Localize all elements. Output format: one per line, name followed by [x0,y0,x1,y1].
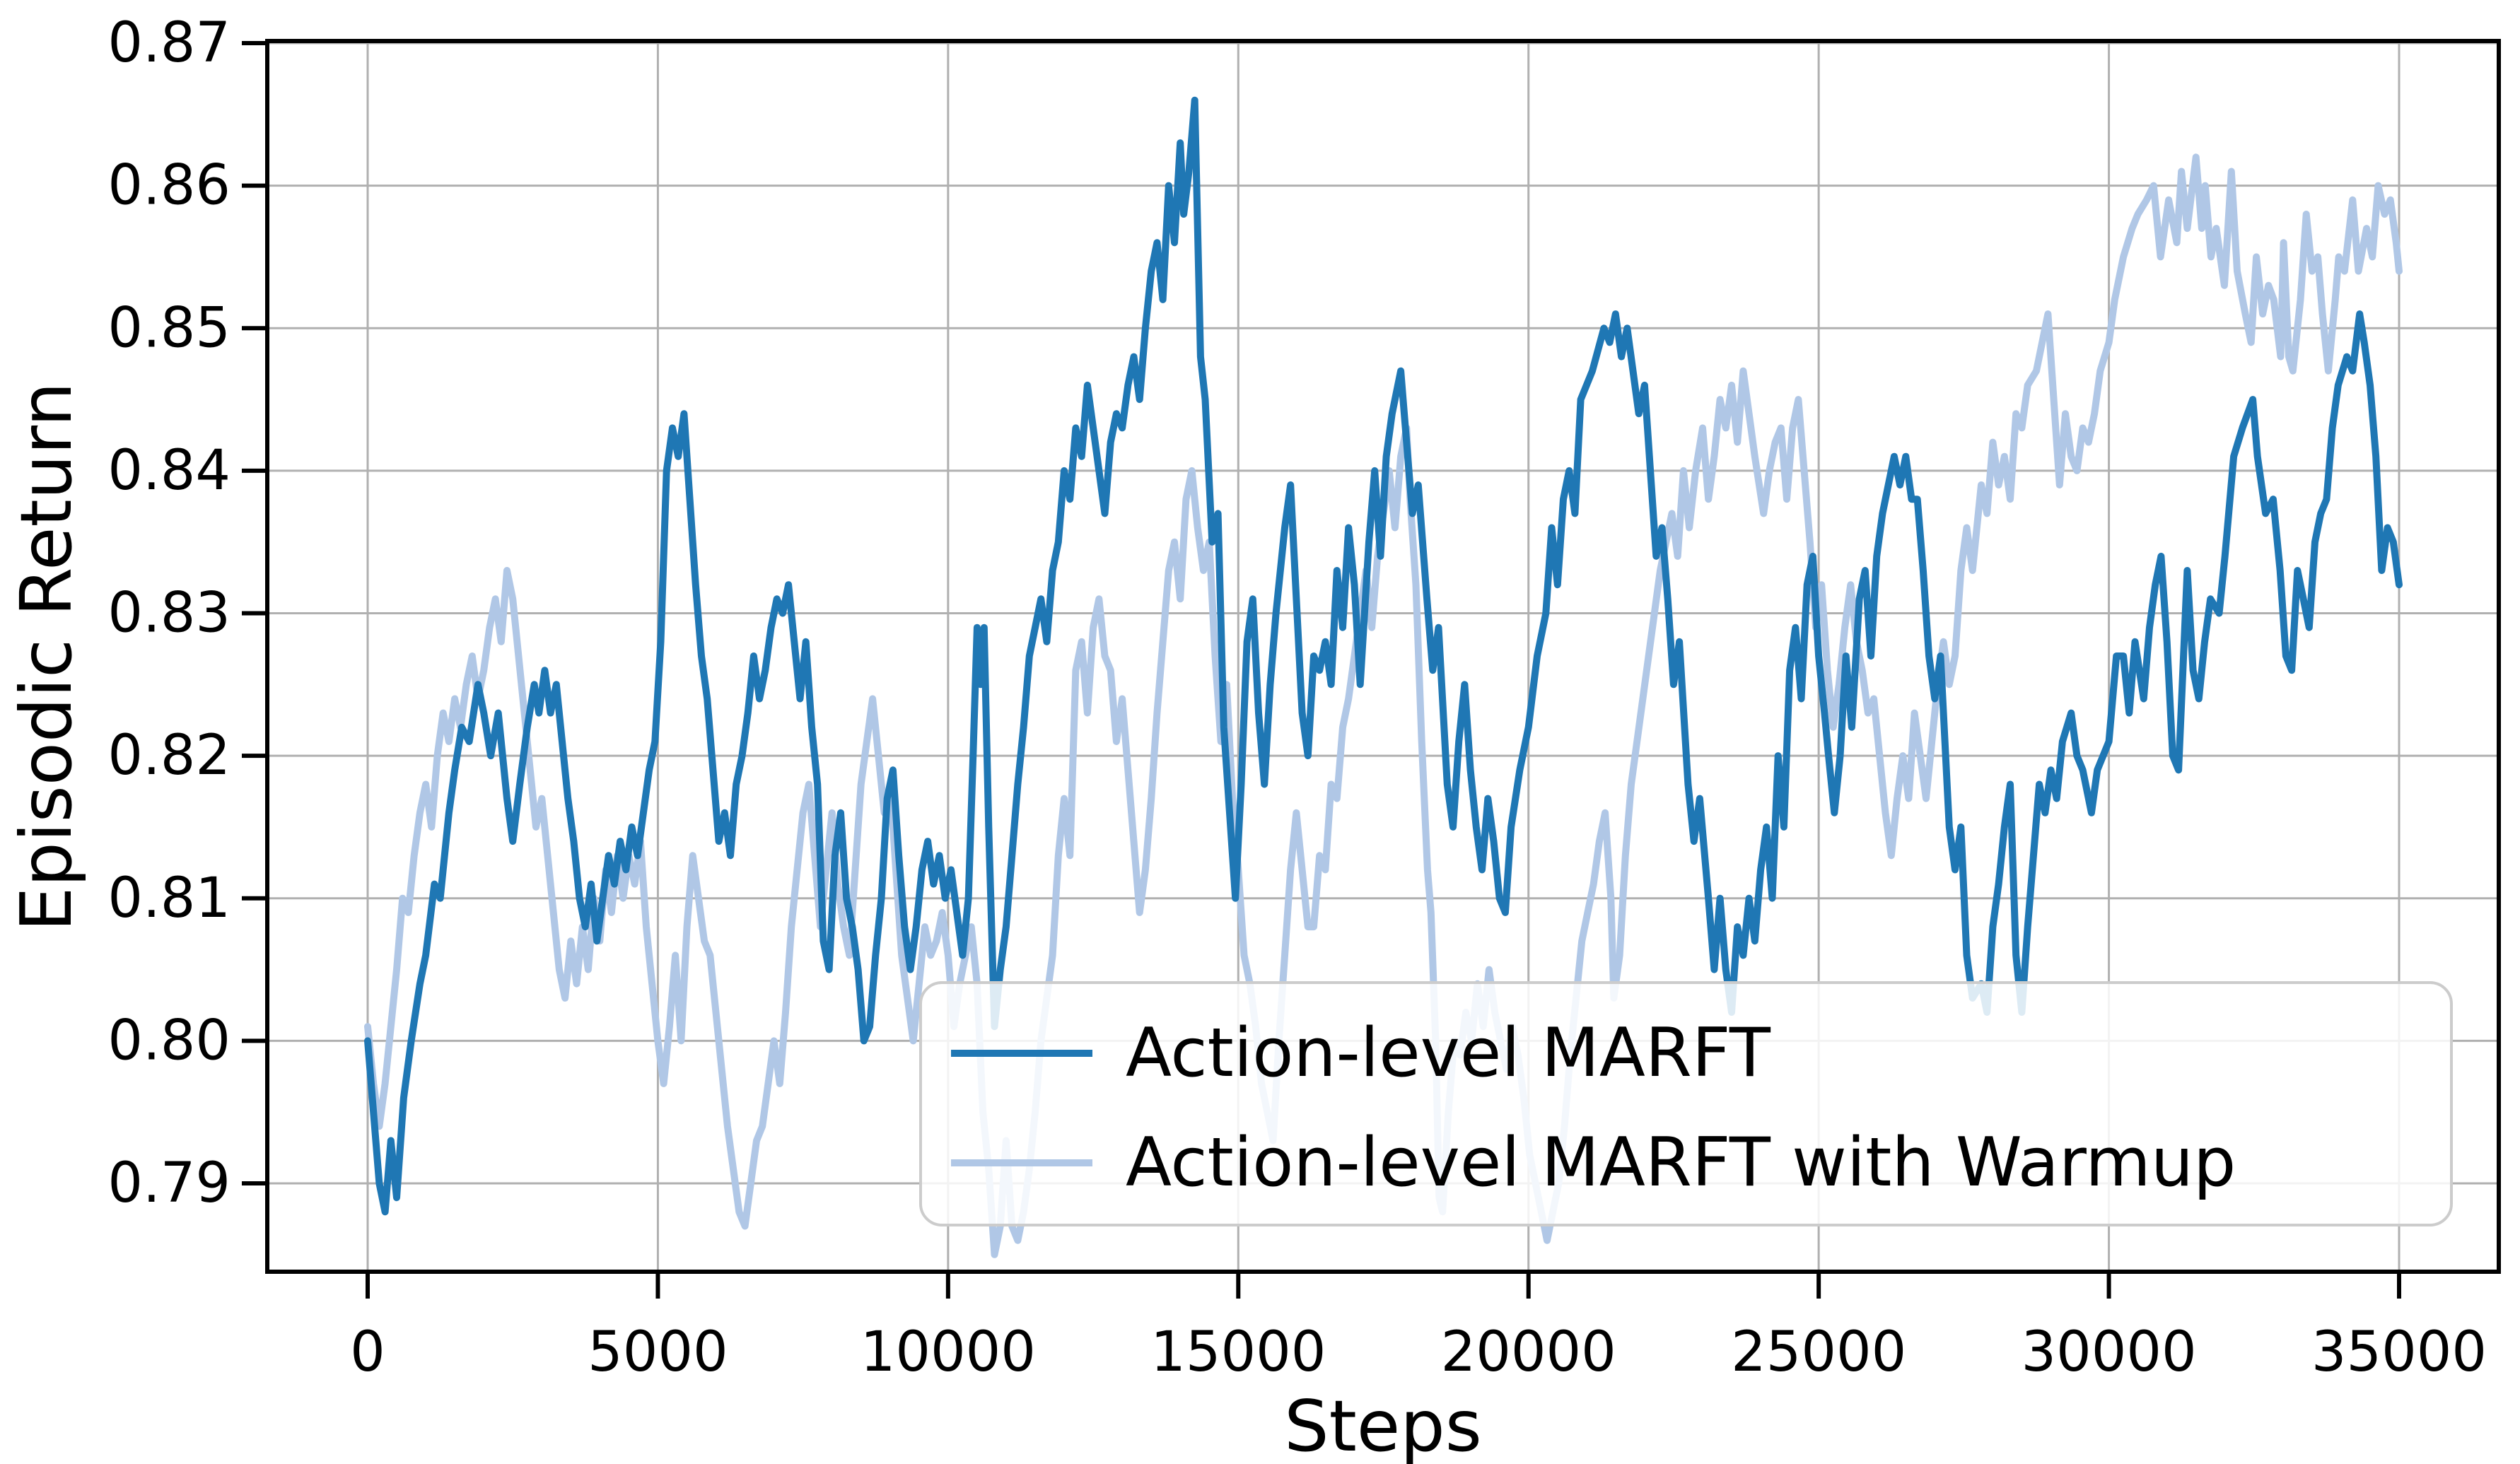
plot-frame [265,39,2501,1274]
x-tick-label: 15000 [1150,1320,1326,1384]
y-tick-label: 0.81 [107,867,231,930]
x-tick-label: 10000 [861,1320,1036,1384]
x-tick-label: 0 [350,1320,385,1384]
x-tick-label: 20000 [1441,1320,1616,1384]
y-tick-label: 0.82 [107,724,231,787]
series-line-action-level-marft [364,96,2403,1216]
legend-label-marft-warmup: Action-level MARFT with Warmup [1126,1124,2236,1202]
legend-label-marft: Action-level MARFT [1126,1014,1771,1092]
y-tick-label: 0.87 [107,11,231,75]
y-tick-label: 0.85 [107,296,231,360]
x-tick-label: 5000 [588,1320,728,1384]
x-tick-label: 25000 [1731,1320,1906,1384]
y-tick-label: 0.86 [107,154,231,218]
y-tick-label: 0.80 [107,1009,231,1072]
series-group [364,96,2403,1258]
legend[interactable]: Action-level MARFT Action-level MARFT wi… [919,981,2453,1226]
y-tick-label: 0.83 [107,582,231,645]
series-line-action-level-marft-with-warmup [364,153,2403,1258]
axis-tick-labels: 0.79 0.80 0.81 0.82 0.83 0.84 0.85 0.86 0.87 0 500… [107,11,2487,1384]
y-tick-label: 0.79 [107,1152,231,1215]
legend-box [919,981,2453,1226]
y-axis-label: Episodic Return [5,382,88,932]
x-tick-label: 35000 [2311,1320,2487,1384]
x-tick-label: 30000 [2022,1320,2197,1384]
x-axis-label: Steps [1284,1385,1482,1464]
axis-ticks [242,41,2401,1299]
y-tick-label: 0.84 [107,439,231,503]
